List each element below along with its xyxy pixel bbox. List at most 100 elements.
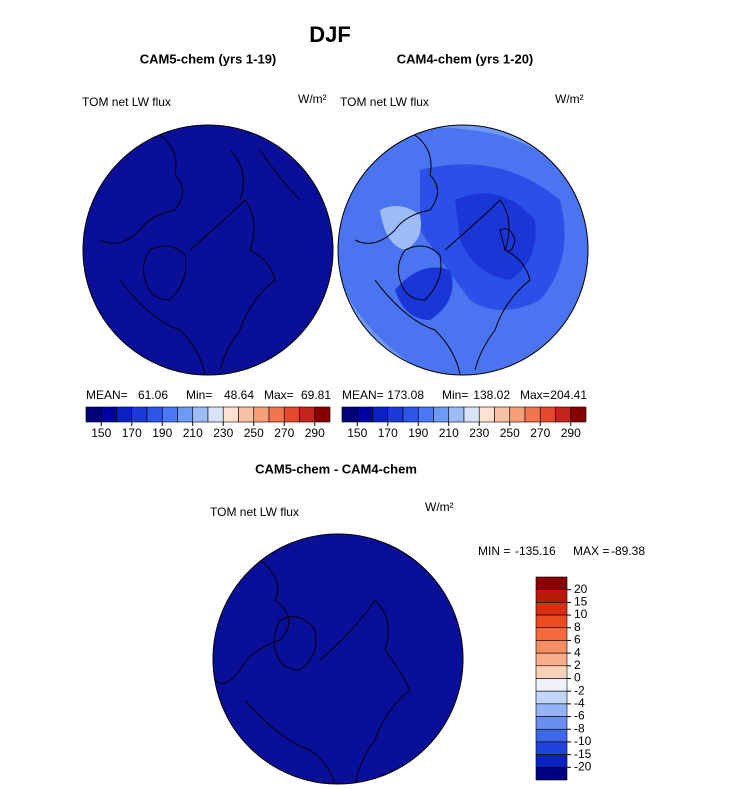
colorbar-box (570, 406, 587, 423)
colorbar-label: -10 (574, 734, 592, 748)
colorbar-label: 210 (183, 426, 203, 440)
colorbar-label: 170 (122, 426, 142, 440)
colorbar-box (535, 741, 568, 755)
colorbar-label: 8 (574, 620, 581, 634)
colorbar-box (116, 406, 133, 423)
colorbar-label: 190 (408, 426, 428, 440)
stat-value: -135.16 (515, 544, 556, 558)
colorbar-box (509, 406, 526, 423)
colorbar-label: 290 (305, 426, 325, 440)
colorbar-box (402, 406, 419, 423)
colorbar-box (161, 406, 178, 423)
colorbar-box (192, 406, 209, 423)
stat-label: Max= (520, 388, 550, 402)
colorbar-box (535, 767, 568, 781)
stat-label: Min= (442, 388, 468, 402)
colorbar-box (463, 406, 480, 423)
colorbar-label: -4 (574, 696, 585, 710)
coastline (354, 134, 531, 375)
colorbar-box (85, 406, 102, 423)
colorbar-label: 4 (574, 645, 581, 659)
colorbar-label: -15 (574, 747, 592, 761)
colorbar-box (177, 406, 194, 423)
colorbar-box (535, 754, 568, 768)
colorbar-label: -6 (574, 709, 585, 723)
colorbar-label: 10 (574, 607, 588, 621)
units-label: W/m² (425, 500, 454, 514)
colorbar-box (146, 406, 163, 423)
colorbar-box (535, 652, 568, 667)
units-label: W/m² (298, 92, 327, 106)
colorbar-box (535, 640, 568, 654)
colorbar-label: 20 (574, 582, 588, 596)
stat-label: Min= (186, 388, 212, 402)
colorbar-label: 230 (213, 426, 233, 440)
colorbar-box (299, 406, 316, 423)
colorbar-label: -8 (574, 721, 585, 735)
stat-value: 61.06 (138, 388, 168, 402)
colorbar-box (535, 690, 568, 705)
panel-title: CAM5-chem - CAM4-chem (255, 461, 417, 476)
field-label: TOM net LW flux (82, 95, 171, 109)
colorbar-box (222, 406, 239, 423)
colorbar-box (535, 614, 568, 629)
colorbar-box (417, 406, 434, 423)
stat-value: 204.41 (550, 388, 587, 402)
map-disk (213, 534, 463, 784)
colorbar-box (283, 406, 300, 423)
stat-value: 173.08 (387, 388, 424, 402)
colorbar-label: 0 (574, 671, 581, 685)
colorbar-box (448, 406, 465, 423)
stat-value: 48.64 (224, 388, 254, 402)
colorbar-box (207, 406, 224, 423)
colorbar-label: 230 (469, 426, 489, 440)
colorbar-label: -20 (574, 759, 592, 773)
stat-label: Max= (264, 388, 294, 402)
colorbar-box (555, 406, 572, 423)
colorbar-box (535, 602, 568, 616)
colorbar-label: 6 (574, 633, 581, 647)
colorbar-box (372, 406, 389, 423)
colorbar-label: 2 (574, 658, 581, 672)
colorbar-box (100, 406, 117, 423)
field-label: TOM net LW flux (340, 95, 429, 109)
colorbar-box (535, 678, 568, 692)
colorbar-box (535, 703, 568, 717)
stat-value: -89.38 (611, 544, 645, 558)
colorbar-box (539, 406, 556, 423)
colorbar-box (535, 728, 568, 743)
colorbar-box (131, 406, 148, 423)
colorbar-label: 250 (500, 426, 520, 440)
colorbar-box (433, 406, 450, 423)
stat-value: 69.81 (301, 388, 331, 402)
colorbar-label: 270 (274, 426, 294, 440)
figure-title: DJF (309, 22, 351, 47)
colorbar-label: -2 (574, 683, 585, 697)
panel-title: CAM4-chem (yrs 1-20) (397, 51, 534, 66)
colorbar-box (314, 406, 331, 423)
colorbar-box (341, 406, 358, 423)
colorbar-box (535, 576, 568, 590)
colorbar-box (478, 406, 495, 423)
map-border (337, 124, 589, 376)
stat-label: MIN = (478, 544, 510, 558)
map-border (212, 533, 464, 785)
colorbar-label: 170 (378, 426, 398, 440)
stat-label: MAX = (573, 544, 609, 558)
colorbar-label: 250 (244, 426, 264, 440)
colorbar-box (238, 406, 255, 423)
stat-label: MEAN= (342, 388, 384, 402)
colorbar-box (535, 665, 568, 679)
colorbar-box (253, 406, 270, 423)
units-label: W/m² (555, 92, 584, 106)
panel-title: CAM5-chem (yrs 1-19) (140, 51, 277, 66)
coastline (99, 134, 301, 375)
colorbar-box (535, 589, 568, 603)
colorbar-label: 15 (574, 595, 588, 609)
colorbar-label: 290 (561, 426, 581, 440)
colorbar-label: 270 (530, 426, 550, 440)
stat-label: MEAN= (86, 388, 128, 402)
field-label: TOM net LW flux (210, 505, 299, 519)
colorbar-box (268, 406, 285, 423)
